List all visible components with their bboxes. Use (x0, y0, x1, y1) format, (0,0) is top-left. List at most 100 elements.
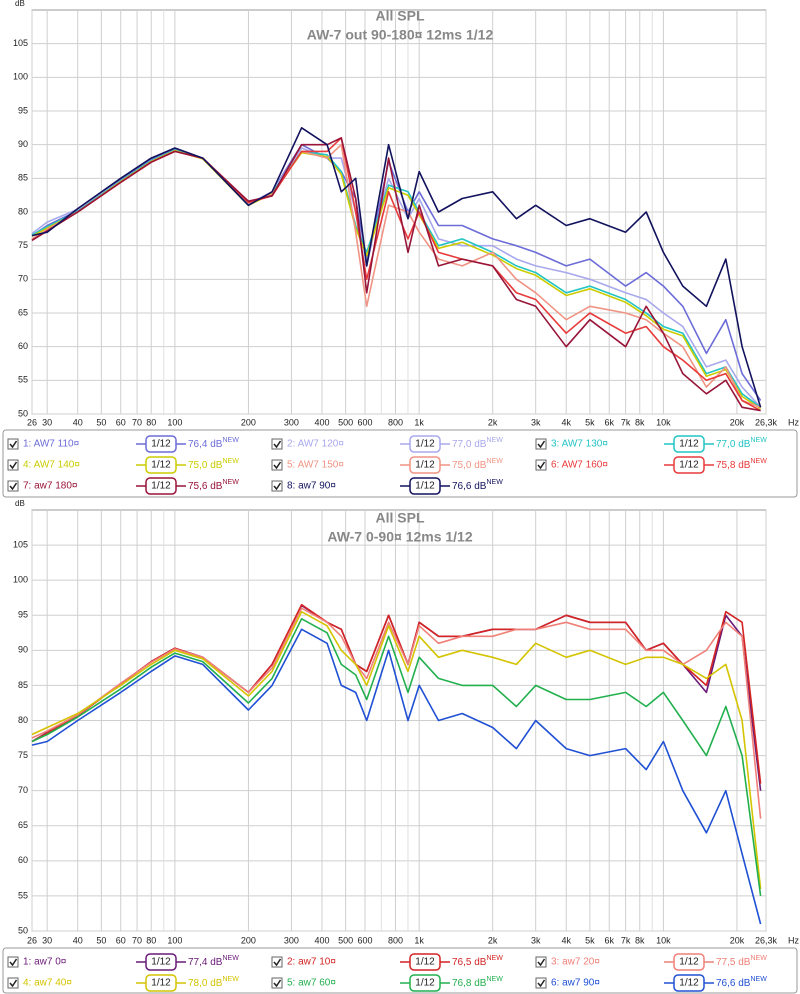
x-tick-label: 100 (167, 935, 182, 945)
x-tick-label: 26 (27, 935, 37, 945)
smoothing-button[interactable] (145, 477, 177, 495)
checkbox[interactable] (535, 459, 547, 471)
y-tick-label: 75 (18, 750, 28, 760)
smoothing-label: 1/12 (679, 957, 699, 968)
smoothing-button[interactable] (145, 974, 177, 992)
smoothing-button[interactable] (673, 953, 705, 971)
x-tick-label: 100 (167, 417, 182, 427)
y-tick-label: 80 (18, 715, 28, 725)
level-value: 77,0 dB (716, 439, 751, 450)
x-tick-label: 40 (73, 935, 83, 945)
y-tick-label: 55 (18, 375, 28, 385)
y-label: dB (15, 0, 25, 8)
smoothing-label: 1/12 (415, 439, 435, 450)
level-badge: NEW (486, 458, 503, 465)
legend-name: 5: AW7 150¤ (287, 460, 344, 471)
checkbox[interactable] (7, 977, 19, 989)
checkmark (9, 958, 18, 967)
y-tick-label: 90 (18, 139, 28, 149)
y-tick-label: 70 (18, 785, 28, 795)
x-tick-label: 600 (357, 417, 372, 427)
series-line (31, 137, 761, 412)
x-tick-label: 300 (284, 417, 299, 427)
series-line (31, 628, 762, 925)
checkbox[interactable] (271, 956, 283, 968)
legend-name: 5: aw7 60¤ (287, 978, 336, 989)
level-value: 76,8 dB (452, 978, 487, 989)
chart-subtitle: AW-7 out 90-180¤ 12ms 1/12 (307, 27, 494, 43)
y-tick-label: 55 (18, 890, 28, 900)
checkbox[interactable] (7, 438, 19, 450)
smoothing-button[interactable] (409, 435, 441, 453)
smoothing-button[interactable] (409, 456, 441, 474)
checkbox[interactable] (271, 438, 283, 450)
x-tick-label: 1k (414, 417, 424, 427)
legend-level: 78,0 dBNEW (188, 976, 239, 989)
y-tick-label: 50 (18, 925, 28, 935)
legend-name: 2: aw7 10¤ (287, 957, 336, 968)
x-tick-label: 5k (585, 935, 595, 945)
legend-name: 3: aw7 20¤ (551, 957, 600, 968)
y-tick-label: 65 (18, 820, 28, 830)
checkbox[interactable] (271, 459, 283, 471)
smoothing-button[interactable] (145, 953, 177, 971)
x-tick-label: 8k (635, 935, 645, 945)
x-tick-label: 600 (357, 935, 372, 945)
x-tick-label: 4k (561, 935, 571, 945)
checkmark (273, 482, 282, 491)
checkbox[interactable] (271, 480, 283, 492)
smoothing-button[interactable] (673, 435, 705, 453)
chart-title: All SPL (375, 8, 424, 24)
legend-name: 4: aw7 40¤ (23, 978, 72, 989)
checkbox[interactable] (7, 480, 19, 492)
legend-name: 1: aw7 0¤ (23, 957, 67, 968)
x-tick-label: 70 (132, 935, 142, 945)
x-tick-label: 30 (42, 417, 52, 427)
smoothing-button[interactable] (409, 974, 441, 992)
x-tick-label: 500 (338, 935, 353, 945)
smoothing-button[interactable] (145, 435, 177, 453)
smoothing-label: 1/12 (415, 460, 435, 471)
level-value: 77,5 dB (716, 957, 751, 968)
x-tick-label: 60 (116, 417, 126, 427)
x-tick-label: 50 (96, 417, 106, 427)
x-tick-label: 60 (116, 935, 126, 945)
chart-title: All SPL (375, 510, 424, 526)
checkmark (9, 482, 18, 491)
legend-name: 4: AW7 140¤ (23, 460, 80, 471)
y-tick-label: 75 (18, 240, 28, 250)
legend-level: 77,4 dBNEW (188, 955, 239, 968)
legend-name: 3: AW7 130¤ (551, 439, 608, 450)
level-badge: NEW (222, 479, 239, 486)
checkbox[interactable] (7, 459, 19, 471)
checkmark (537, 440, 546, 449)
checkbox[interactable] (7, 956, 19, 968)
x-tick-label: 4k (561, 417, 571, 427)
checkbox[interactable] (535, 438, 547, 450)
y-tick-label: 100 (13, 72, 28, 82)
legend-name: 2: AW7 120¤ (287, 439, 344, 450)
checkbox[interactable] (535, 956, 547, 968)
level-value: 75,0 dB (188, 460, 223, 471)
x-tick-label: 3k (531, 417, 541, 427)
y-tick-label: 95 (18, 610, 28, 620)
x-tick-label: 400 (314, 417, 329, 427)
checkmark (9, 461, 18, 470)
smoothing-button[interactable] (673, 974, 705, 992)
x-tick-label: 80 (146, 935, 156, 945)
x-tick-label: 800 (388, 935, 403, 945)
legend-level: 76,5 dBNEW (452, 955, 503, 968)
smoothing-button[interactable] (409, 953, 441, 971)
legend-level: 75,8 dBNEW (716, 458, 767, 471)
smoothing-button[interactable] (145, 456, 177, 474)
x-tick-label: 50 (96, 935, 106, 945)
legend-level: 76,6 dBNEW (452, 479, 503, 492)
checkbox[interactable] (535, 977, 547, 989)
checkbox[interactable] (271, 977, 283, 989)
chart-subtitle: AW-7 0-90¤ 12ms 1/12 (327, 529, 472, 545)
x-unit: Hz (788, 935, 799, 945)
smoothing-button[interactable] (673, 456, 705, 474)
y-tick-label: 90 (18, 645, 28, 655)
smoothing-button[interactable] (409, 477, 441, 495)
y-tick-label: 80 (18, 206, 28, 216)
